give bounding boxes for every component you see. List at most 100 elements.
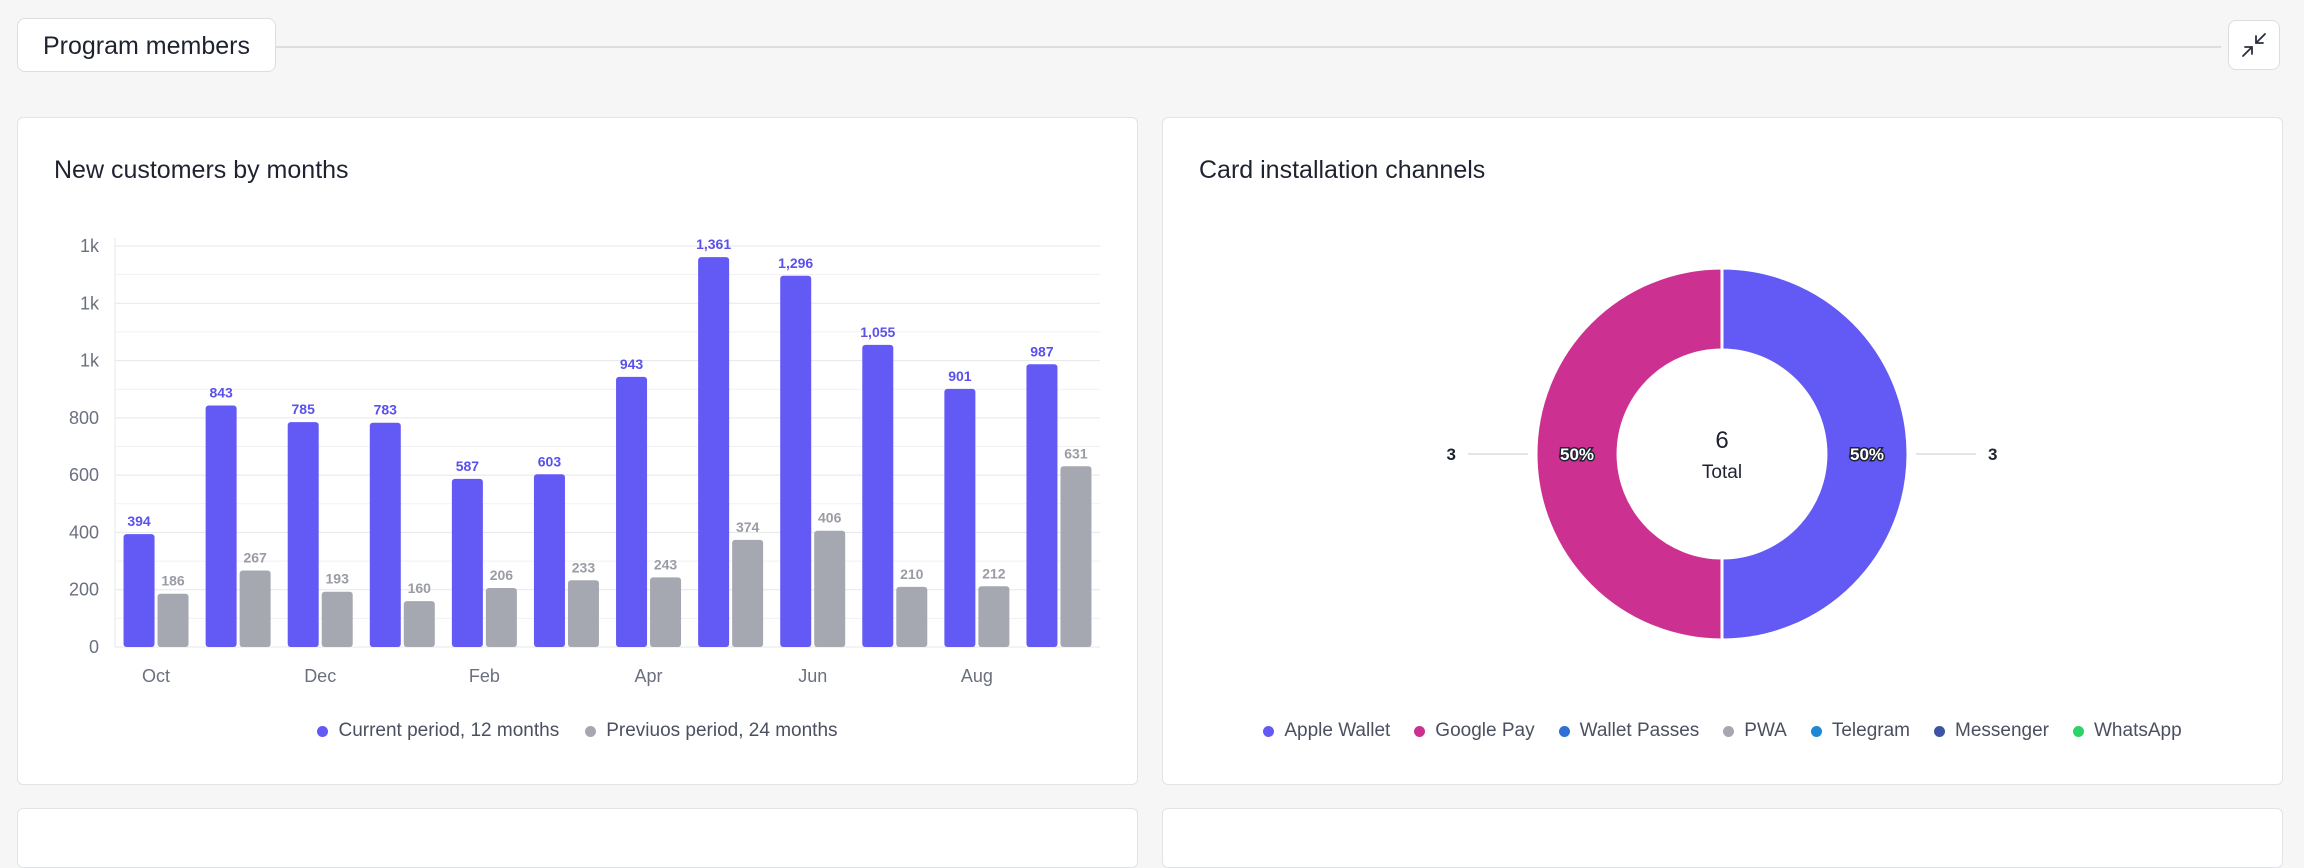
- legend-label: Messenger: [1955, 720, 2049, 741]
- legend-item[interactable]: Wallet Passes: [1558, 720, 1700, 742]
- bar-data-label: 987: [1030, 343, 1054, 359]
- bar-data-label: 631: [1064, 445, 1088, 461]
- collapse-button[interactable]: [2228, 20, 2280, 70]
- donut-slice: [1720, 266, 1910, 642]
- bar-data-label: 206: [490, 567, 514, 583]
- bar-data-label: 843: [209, 385, 233, 401]
- bar-previous: [239, 570, 271, 647]
- bar-current: [287, 422, 319, 647]
- bar-data-label: 267: [243, 550, 267, 566]
- legend-item[interactable]: Previuos period, 24 months: [585, 720, 838, 742]
- card-channels-card: Card installation channels 50% 3 50% 3 6 Tota…: [1162, 117, 2283, 785]
- donut-slice: [1534, 266, 1724, 642]
- slice-value-label: 3: [1988, 445, 1997, 464]
- x-tick-label: Apr: [635, 666, 663, 686]
- slice-percent-label: 50%: [1850, 445, 1884, 464]
- bar-previous: [403, 601, 435, 647]
- bar-data-label: 406: [818, 510, 842, 526]
- bar-data-label: 193: [326, 571, 350, 587]
- x-tick-label: Dec: [304, 666, 336, 686]
- legend-dot-icon: [2073, 725, 2084, 737]
- bar-data-label: 1,361: [696, 236, 731, 252]
- bar-data-label: 160: [408, 580, 432, 596]
- legend-dot-icon: [1723, 725, 1735, 737]
- y-tick-label: 0: [89, 637, 99, 657]
- slice-value-label: 3: [1447, 445, 1456, 464]
- new-customers-card: New customers by months 0 200 400 600 800 1k 1…: [17, 117, 1138, 785]
- bar-current: [698, 257, 730, 647]
- legend-dot-icon: [317, 725, 329, 737]
- bar-current: [780, 275, 812, 647]
- bar-current: [1026, 364, 1058, 647]
- donut-chart: 50% 3 50% 3 6 Total: [1447, 266, 1997, 642]
- next-card-left: [17, 808, 1138, 868]
- bar-current: [123, 534, 155, 647]
- bar-previous: [157, 593, 189, 647]
- bar-data-label: 210: [900, 566, 924, 582]
- bar-current: [533, 474, 565, 647]
- legend-item[interactable]: Telegram: [1810, 720, 1910, 742]
- y-tick-label: 1k: [80, 351, 100, 371]
- legend-item[interactable]: Apple Wallet: [1263, 720, 1390, 742]
- legend-item[interactable]: Current period, 12 months: [317, 720, 559, 742]
- bar-current: [862, 344, 894, 647]
- legend-dot-icon: [585, 725, 597, 737]
- x-tick-label: Oct: [142, 666, 170, 686]
- x-tick-label: Feb: [469, 666, 500, 686]
- legend-dot-icon: [1934, 725, 1945, 737]
- legend-dot-icon: [1263, 725, 1275, 737]
- bar-data-label: 1,296: [778, 255, 813, 271]
- legend-label: PWA: [1744, 720, 1787, 741]
- new-customers-title: New customers by months: [54, 156, 349, 184]
- bar-data-label: 186: [161, 573, 185, 589]
- next-card-right: [1162, 808, 2283, 868]
- legend-label: Wallet Passes: [1579, 720, 1700, 741]
- bar-previous: [814, 530, 846, 647]
- bar-data-label: 783: [374, 402, 398, 418]
- bar-current: [451, 478, 483, 647]
- section-divider: [267, 46, 2221, 48]
- bar-data-label: 233: [572, 559, 596, 575]
- section-header: Program members: [17, 18, 2281, 74]
- legend-item[interactable]: Messenger: [1934, 720, 2049, 742]
- legend-item[interactable]: WhatsApp: [2073, 720, 2182, 742]
- donut-center-label: Total: [1702, 462, 1742, 483]
- legend-dot-icon: [1810, 725, 1822, 737]
- bar-data-label: 394: [127, 513, 151, 529]
- section-title: Program members: [17, 18, 276, 72]
- donut-center-value: 6: [1715, 427, 1728, 454]
- bar-data-label: 785: [292, 401, 316, 417]
- legend-dot-icon: [1414, 725, 1426, 737]
- bar-previous: [567, 580, 599, 647]
- card-channels-title: Card installation channels: [1199, 156, 1486, 184]
- bar-data-label: 587: [456, 458, 480, 474]
- y-tick-label: 400: [69, 522, 99, 542]
- bar-previous: [896, 586, 928, 647]
- bar-previous: [321, 591, 353, 647]
- bar-previous: [978, 586, 1010, 647]
- legend-label: Current period, 12 months: [338, 720, 560, 741]
- x-tick-label: Aug: [961, 666, 993, 686]
- bar-previous: [732, 539, 764, 647]
- bar-chart: 0 200 400 600 800 1k 1k 1k 394 843 785 783 587 603 943…: [69, 236, 1100, 686]
- bar-data-label: 603: [538, 453, 562, 469]
- legend-item[interactable]: PWA: [1723, 720, 1787, 742]
- y-tick-label: 800: [69, 408, 99, 428]
- legend-item[interactable]: Google Pay: [1414, 720, 1535, 742]
- bar-current: [205, 405, 237, 647]
- bar-current: [616, 376, 648, 647]
- bar-data-label: 374: [736, 519, 760, 535]
- collapse-icon: [2242, 33, 2266, 57]
- legend-label: WhatsApp: [2094, 720, 2182, 741]
- bar-chart-legend: Current period, 12 months Previuos period…: [18, 720, 1137, 742]
- legend-label: Apple Wallet: [1284, 720, 1391, 741]
- x-tick-label: Jun: [798, 666, 827, 686]
- bar-data-label: 1,055: [860, 324, 895, 340]
- bar-data-label: 243: [654, 556, 678, 572]
- y-tick-label: 1k: [80, 293, 100, 313]
- slice-percent-label: 50%: [1560, 445, 1594, 464]
- y-tick-label: 200: [69, 580, 99, 600]
- legend-label: Google Pay: [1435, 720, 1535, 741]
- bar-data-label: 901: [948, 368, 972, 384]
- bar-previous: [1060, 466, 1092, 647]
